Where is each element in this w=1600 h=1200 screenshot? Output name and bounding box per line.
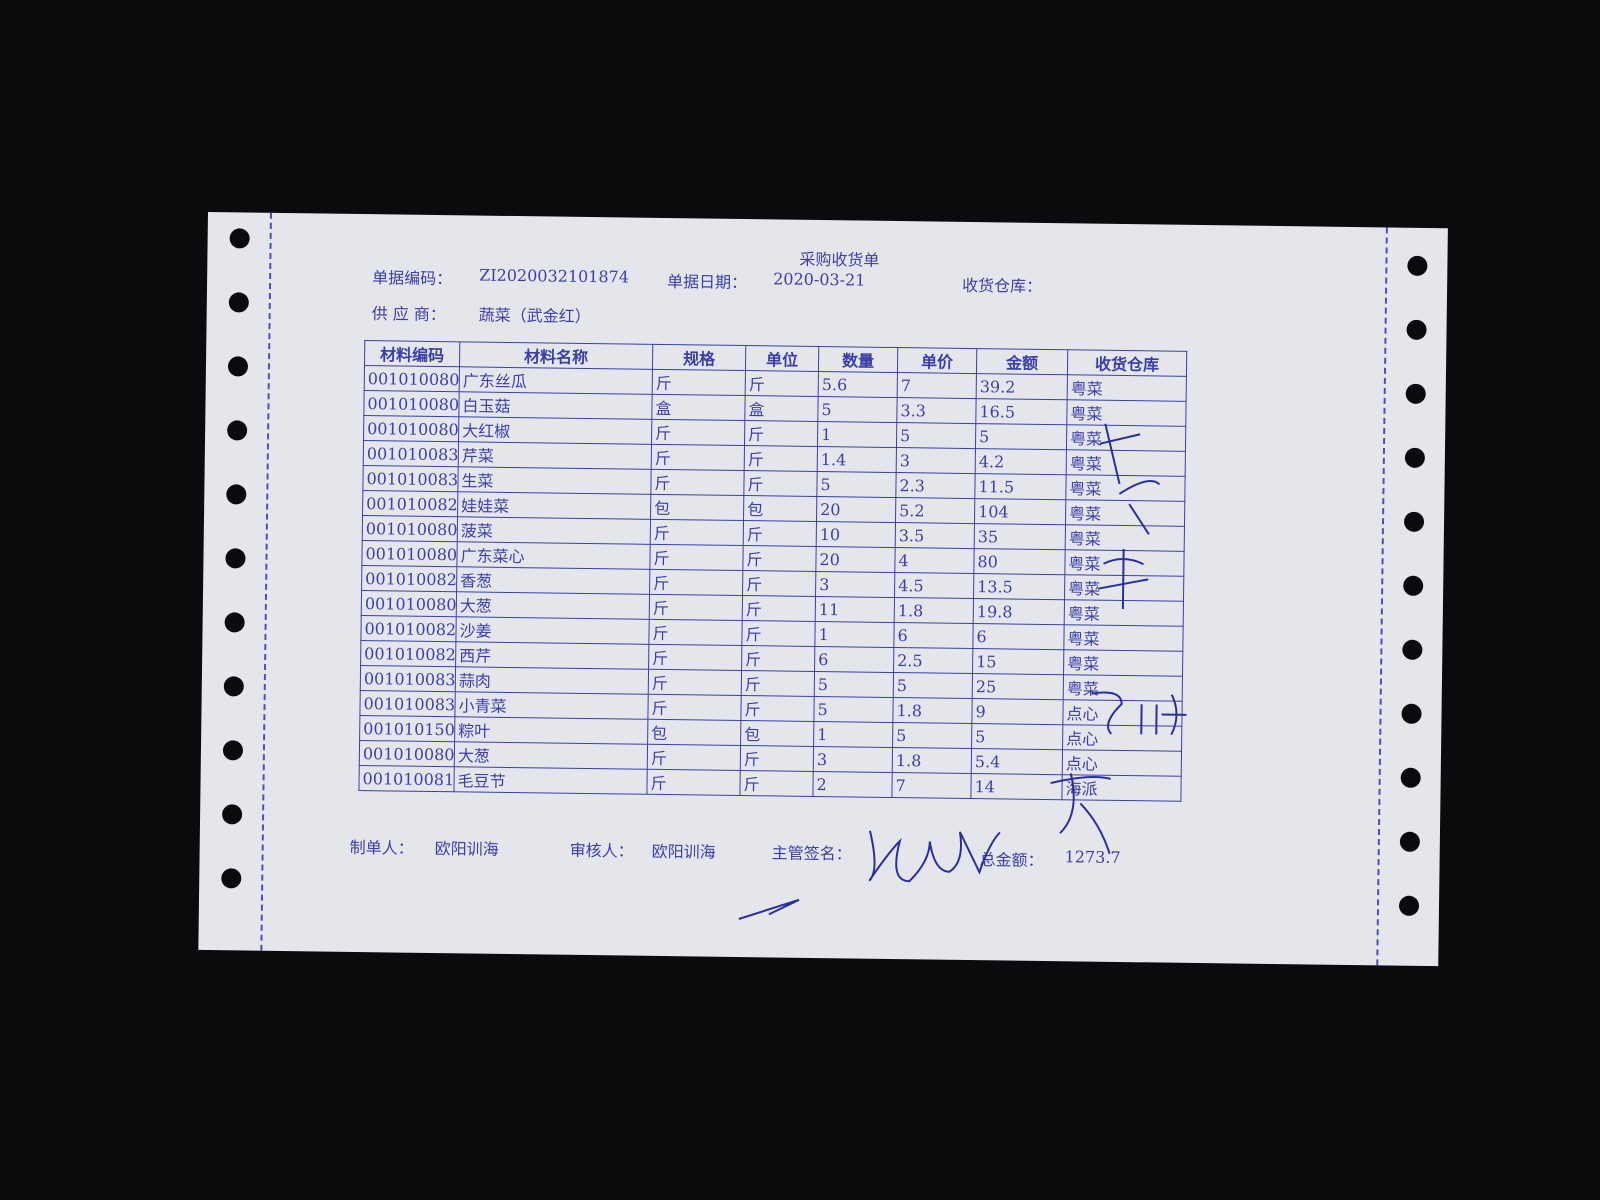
handwriting: [738, 423, 1187, 920]
hole: [1399, 831, 1420, 852]
hole: [1401, 703, 1422, 724]
signatures: [738, 423, 1187, 920]
hole: [221, 868, 242, 889]
hole: [221, 804, 243, 825]
hole: [1407, 255, 1428, 276]
hole: [1398, 895, 1420, 916]
hole: [1403, 575, 1424, 596]
hole: [227, 356, 249, 377]
hole: [228, 292, 249, 313]
receipt-paper: 采购收货单 单据编码： ZI2020032101874 单据日期： 2020-0…: [198, 212, 1448, 967]
hole: [1400, 767, 1421, 788]
hole: [1405, 383, 1426, 404]
hole: [229, 228, 250, 249]
hole: [225, 548, 246, 569]
hole: [224, 612, 245, 633]
hole: [1406, 319, 1427, 340]
hole: [1403, 511, 1425, 532]
hole: [223, 676, 244, 697]
hole: [227, 420, 248, 441]
hole: [226, 484, 247, 505]
hole: [1404, 447, 1426, 468]
hole: [222, 740, 244, 761]
hole: [1402, 639, 1423, 660]
